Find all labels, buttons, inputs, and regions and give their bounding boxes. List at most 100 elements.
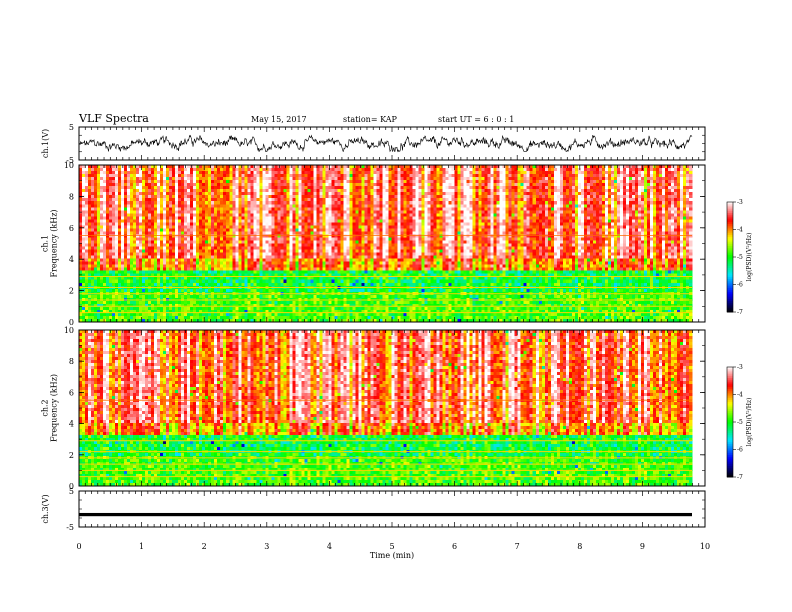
- ch1-spec-cell: [631, 192, 636, 196]
- ch1-spec-cell: [250, 183, 254, 187]
- ch1-spec-cell: [244, 168, 248, 172]
- ch1-spec-cell: [367, 219, 371, 223]
- ch1-spec-cell: [316, 195, 320, 199]
- ch1-spec-cell: [109, 177, 113, 181]
- ch1-spec-cell: [502, 213, 507, 217]
- ch1-spec-cell: [196, 222, 200, 226]
- ch1-spec-cell: [106, 204, 110, 208]
- ch1-spec-cell: [616, 225, 621, 229]
- ch1-spec-cell: [346, 168, 350, 172]
- ch1-spec-cell: [598, 171, 603, 175]
- ch1-spec-cell: [199, 177, 203, 181]
- ch1-spec-cell: [388, 204, 392, 208]
- ch1-spec-cell: [190, 180, 194, 184]
- ch1-spec-cell: [460, 228, 465, 232]
- ch1-spec-cell: [181, 234, 185, 238]
- ch1-spec-cell: [253, 228, 257, 232]
- ch1-spec-cell: [280, 168, 284, 172]
- ch1-spec-cell: [430, 192, 434, 196]
- ch1-spec-cell: [679, 165, 684, 169]
- ch1-spec-cell: [313, 231, 317, 235]
- ch1-spec-cell: [427, 216, 431, 220]
- ch1-spec-cell: [268, 168, 272, 172]
- ch1-spec-cell: [376, 165, 380, 169]
- ch1-spec-cell: [406, 219, 410, 223]
- ch1-spec-cell: [124, 222, 128, 226]
- ch1-spec-cell: [523, 228, 528, 232]
- ch1-spec-cell: [178, 207, 182, 211]
- ch1-spec-cell: [175, 222, 179, 226]
- ch1-spec-cell: [592, 201, 597, 205]
- ch1-spec-cell: [112, 183, 116, 187]
- ch1-spec-cell: [616, 165, 621, 169]
- ch1-spec-cell: [550, 219, 555, 223]
- ch1-spec-cell: [376, 183, 380, 187]
- ch1-spec-cell: [649, 168, 654, 172]
- ch1-spec-cell: [343, 195, 347, 199]
- ch1-spec-cell: [121, 195, 125, 199]
- ch1-spec-cell: [283, 174, 287, 178]
- ch1-spec-cell: [544, 219, 549, 223]
- ch1-spec-cell: [505, 177, 510, 181]
- ch1-spec-cell: [646, 177, 651, 181]
- ch1-spec-cell: [658, 228, 663, 232]
- ch1-spec-cell: [112, 192, 116, 196]
- ch1-spec-cell: [604, 198, 609, 202]
- ch1-spec-cell: [463, 180, 468, 184]
- ch1-spec-cell: [151, 207, 155, 211]
- ch1-spec-cell: [523, 216, 528, 220]
- ch1-spec-cell: [577, 201, 582, 205]
- ch1-spec-cell: [406, 189, 410, 193]
- ch1-spec-cell: [418, 183, 422, 187]
- ch1-spec-cell: [307, 174, 311, 178]
- ch1-spec-cell: [118, 171, 122, 175]
- ch1-spec-cell: [265, 177, 269, 181]
- ch1-spec-cell: [421, 228, 425, 232]
- ch1-spec-cell: [685, 177, 690, 181]
- ch1-spec-cell: [127, 219, 131, 223]
- ch1-spec-cell: [445, 213, 449, 217]
- ch1-spec-cell: [640, 225, 645, 229]
- ch1-spec-cell: [334, 183, 338, 187]
- ch1-spec-cell: [187, 183, 191, 187]
- ch1-spec-cell: [460, 180, 465, 184]
- ch1-spec-cell: [634, 195, 639, 199]
- ch1-spec-cell: [499, 183, 504, 187]
- ch1-spec-cell: [634, 189, 639, 193]
- ch1-spec-cell: [520, 231, 525, 235]
- ch1-spec-cell: [142, 216, 146, 220]
- ch1-spec-cell: [265, 222, 269, 226]
- ch1-spec-cell: [535, 225, 540, 229]
- ch1-spec-cell: [598, 207, 603, 211]
- ch1-spec-cell: [415, 180, 419, 184]
- ch1-spec-cell: [316, 183, 320, 187]
- ch1-spec-cell: [661, 189, 666, 193]
- ch1-spec-cell: [643, 204, 648, 208]
- ch1-spec-cell: [286, 189, 290, 193]
- ch1-spec-cell: [403, 225, 407, 229]
- ch1-spec-cell: [436, 228, 440, 232]
- ch1-spec-cell: [613, 207, 618, 211]
- ch1-spec-cell: [652, 174, 657, 178]
- ch1-spec-cell: [115, 198, 119, 202]
- ch1-spec-cell: [334, 222, 338, 226]
- ch1-spec-cell: [613, 216, 618, 220]
- ch1-spec-cell: [373, 228, 377, 232]
- ch1-spec-cell: [559, 189, 564, 193]
- ch1-spec-cell: [166, 219, 170, 223]
- ch1-spec-cell: [301, 198, 305, 202]
- ch1-spec-cell: [643, 177, 648, 181]
- ch1-spec-cell: [376, 222, 380, 226]
- ch1-spec-cell: [268, 225, 272, 229]
- ch1-spec-cell: [412, 204, 416, 208]
- ch1-spec-cell: [274, 186, 278, 190]
- ch1-spec-cell: [538, 201, 543, 205]
- ch1-spec-cell: [172, 204, 176, 208]
- ch1-spec-cell: [346, 204, 350, 208]
- ch1-spec-cell: [436, 210, 440, 214]
- ch1-spec-cell: [487, 204, 492, 208]
- ch1-spec-cell: [175, 177, 179, 181]
- ch1-spec-cell: [424, 189, 428, 193]
- ch1-spec-cell: [523, 189, 528, 193]
- ch1-spec-cell: [256, 207, 260, 211]
